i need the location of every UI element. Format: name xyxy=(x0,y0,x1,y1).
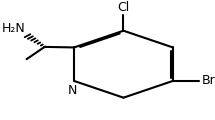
Text: N: N xyxy=(68,84,77,97)
Text: H₂N: H₂N xyxy=(2,22,26,35)
Text: Br: Br xyxy=(201,74,215,87)
Text: Cl: Cl xyxy=(117,1,130,14)
